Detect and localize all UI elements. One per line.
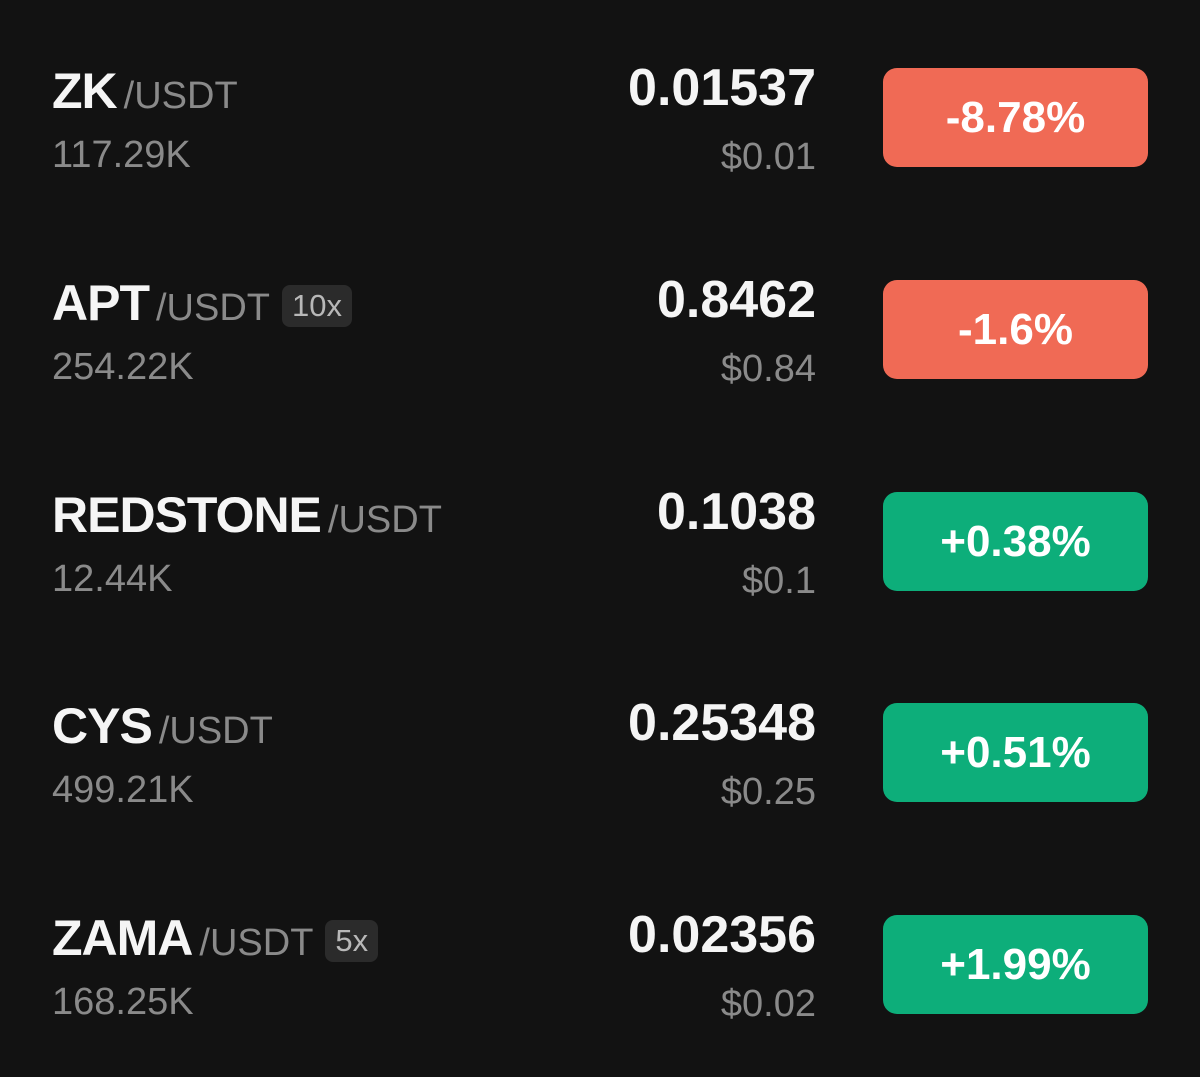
trading-pair: ZK /USDT xyxy=(52,62,238,120)
trading-pair: APT /USDT 10x xyxy=(52,274,352,332)
last-price: 0.1038 xyxy=(656,483,816,541)
base-symbol: APT xyxy=(52,275,150,331)
change-badge[interactable]: +0.38% xyxy=(883,492,1148,591)
leverage-badge: 5x xyxy=(325,920,379,962)
change-badge[interactable]: -8.78% xyxy=(883,68,1148,167)
quote-symbol: /USDT xyxy=(158,710,273,752)
usd-price: $0.84 xyxy=(720,348,816,390)
trading-pair: ZAMA /USDT 5x xyxy=(52,909,379,967)
volume-value: 168.25K xyxy=(52,981,194,1023)
volume-value: 117.29K xyxy=(52,134,191,176)
market-row-apt[interactable]: APT /USDT 10x 254.22K 0.8462 $0.84 -1.6% xyxy=(0,212,1200,412)
quote-symbol: /USDT xyxy=(123,75,238,117)
quote-symbol: /USDT xyxy=(327,499,442,541)
base-symbol: CYS xyxy=(52,698,153,754)
market-row-zk[interactable]: ZK /USDT 117.29K 0.01537 $0.01 -8.78% xyxy=(0,0,1200,200)
volume-value: 499.21K xyxy=(52,769,194,811)
base-symbol: REDSTONE xyxy=(52,487,322,543)
trading-pair: CYS /USDT xyxy=(52,697,273,755)
base-symbol: ZAMA xyxy=(52,910,193,966)
usd-price: $0.01 xyxy=(720,136,816,178)
change-badge[interactable]: +1.99% xyxy=(883,915,1148,1014)
quote-symbol: /USDT xyxy=(156,287,270,329)
last-price: 0.25348 xyxy=(628,694,816,752)
volume-value: 12.44K xyxy=(52,558,173,600)
change-badge[interactable]: +0.51% xyxy=(883,703,1148,802)
last-price: 0.8462 xyxy=(656,271,816,329)
quote-symbol: /USDT xyxy=(199,922,314,964)
market-row-redstone[interactable]: REDSTONE /USDT 12.44K 0.1038 $0.1 +0.38% xyxy=(0,424,1200,624)
base-symbol: ZK xyxy=(52,63,118,119)
market-row-zama[interactable]: ZAMA /USDT 5x 168.25K 0.02356 $0.02 +1.9… xyxy=(0,847,1200,1047)
last-price: 0.02356 xyxy=(628,906,816,964)
last-price: 0.01537 xyxy=(628,59,816,117)
change-badge[interactable]: -1.6% xyxy=(883,280,1148,379)
volume-value: 254.22K xyxy=(52,346,194,388)
usd-price: $0.25 xyxy=(720,771,816,813)
leverage-badge: 10x xyxy=(282,285,352,327)
usd-price: $0.1 xyxy=(742,560,816,602)
usd-price: $0.02 xyxy=(720,983,816,1025)
market-row-cys[interactable]: CYS /USDT 499.21K 0.25348 $0.25 +0.51% xyxy=(0,635,1200,835)
trading-pair: REDSTONE /USDT xyxy=(52,486,442,544)
